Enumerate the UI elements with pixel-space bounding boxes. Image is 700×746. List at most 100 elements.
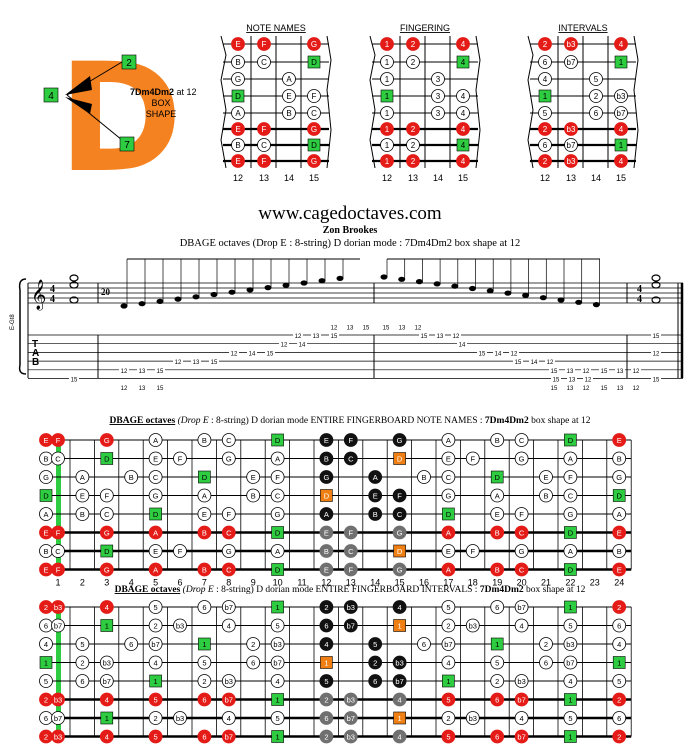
board-note-label: F (519, 510, 524, 519)
box-note-1-1-0 (231, 55, 245, 69)
box-note-label: A (235, 109, 241, 118)
board-note-label: F (178, 455, 183, 464)
board-note (270, 674, 285, 688)
board-note-label: G (519, 455, 525, 464)
board-note (441, 711, 456, 725)
tab-number: 13 (139, 386, 146, 392)
board-note (612, 674, 627, 688)
board-note (148, 562, 163, 577)
board-note (221, 692, 236, 707)
board-note (564, 526, 577, 539)
board-note-label: 5 (446, 696, 450, 705)
whole-note (651, 281, 661, 289)
board-note (442, 507, 455, 521)
box-note-3-0-1 (564, 37, 578, 51)
board-note-label: C (519, 436, 525, 445)
board-note (51, 433, 65, 447)
board-note (148, 470, 163, 484)
board-note (441, 488, 456, 503)
board-note (99, 507, 114, 521)
tab-number: 15 (267, 351, 274, 357)
tab-number: 13 (569, 378, 576, 384)
board-note-label: E (80, 492, 85, 501)
box-note-label: A (286, 75, 292, 84)
board-note (271, 433, 284, 447)
board-note-label: A (153, 529, 158, 538)
board-note (39, 637, 53, 651)
board-note-label: E (43, 436, 48, 445)
board-note (271, 730, 284, 743)
board-note-label: 5 (154, 696, 158, 705)
box-note-label: D (235, 92, 241, 101)
board-note-label: A (202, 492, 207, 501)
board-note-label: B (43, 455, 48, 464)
box-note-2-7-0 (380, 154, 394, 168)
board-note (392, 433, 407, 447)
board-note-label: A (153, 566, 158, 575)
board-note-label: C (568, 492, 574, 501)
board-note (246, 637, 261, 651)
board-note-label: C (519, 529, 525, 538)
box-note-label: D (311, 141, 317, 150)
board-note-label: b3 (347, 696, 355, 705)
board-note (271, 693, 284, 706)
box-note-label: b3 (567, 40, 576, 49)
board-note-label: F (56, 529, 61, 538)
box-note-3-4-0 (538, 106, 552, 120)
box-note-2-2-0 (380, 72, 394, 86)
board-note-label: 1 (398, 714, 402, 723)
box-note-label: 4 (461, 40, 466, 49)
board-note (51, 600, 65, 614)
box-note-3-3-2 (589, 89, 603, 103)
board-note (75, 488, 90, 503)
box-note-label: 1 (619, 141, 624, 150)
board-fret-label: 5 (153, 745, 158, 746)
board-note (319, 674, 334, 688)
tab-number: 12 (583, 386, 590, 392)
box-note-2-1-3 (456, 55, 470, 69)
board-note (343, 711, 358, 725)
board-note-label: D (43, 492, 49, 501)
box-note-1-1-3 (307, 55, 321, 69)
logo-caption-1: 7Dm4Dm2 at 12 (130, 87, 197, 97)
tab-number: 15 (157, 369, 164, 375)
board-note-label: 5 (446, 603, 450, 612)
board-note (392, 692, 407, 707)
board-note-label: D (275, 566, 281, 575)
board-note (465, 711, 480, 725)
board-note (75, 674, 90, 688)
board-fret-label: 8 (226, 578, 231, 588)
board-note (514, 618, 529, 633)
board-note (270, 451, 285, 466)
board-note-label: 4 (105, 603, 109, 612)
board-note-label: D (568, 566, 574, 575)
tab-number: 14 (531, 360, 538, 366)
board-fret-label: 5 (153, 578, 158, 588)
board-note-label: A (153, 436, 158, 445)
box-note-1-7-0 (231, 154, 245, 168)
board-note-label: 6 (617, 714, 621, 723)
board-note (343, 544, 358, 558)
tab-number: 14 (299, 343, 306, 349)
board-fret-label: 15 (395, 578, 405, 588)
board-note (393, 619, 406, 632)
board-note (270, 488, 285, 503)
box-note-1-1-1 (257, 55, 271, 69)
board-note-label: B (202, 436, 207, 445)
board-note (51, 562, 65, 577)
board-note-label: b3 (395, 659, 403, 668)
box-note-label: 2 (411, 40, 416, 49)
note-head (156, 298, 164, 304)
board-note-label: G (397, 529, 403, 538)
board-note (319, 507, 334, 521)
note-head (451, 283, 459, 289)
board-fret-label: 16 (419, 745, 429, 746)
board-note (39, 674, 53, 688)
board-note (490, 507, 505, 521)
note-head (300, 280, 308, 286)
board-note (612, 711, 627, 725)
board-note (514, 692, 529, 707)
note-head (120, 303, 128, 309)
board-note-label: A (495, 492, 500, 501)
board-note (319, 525, 334, 540)
